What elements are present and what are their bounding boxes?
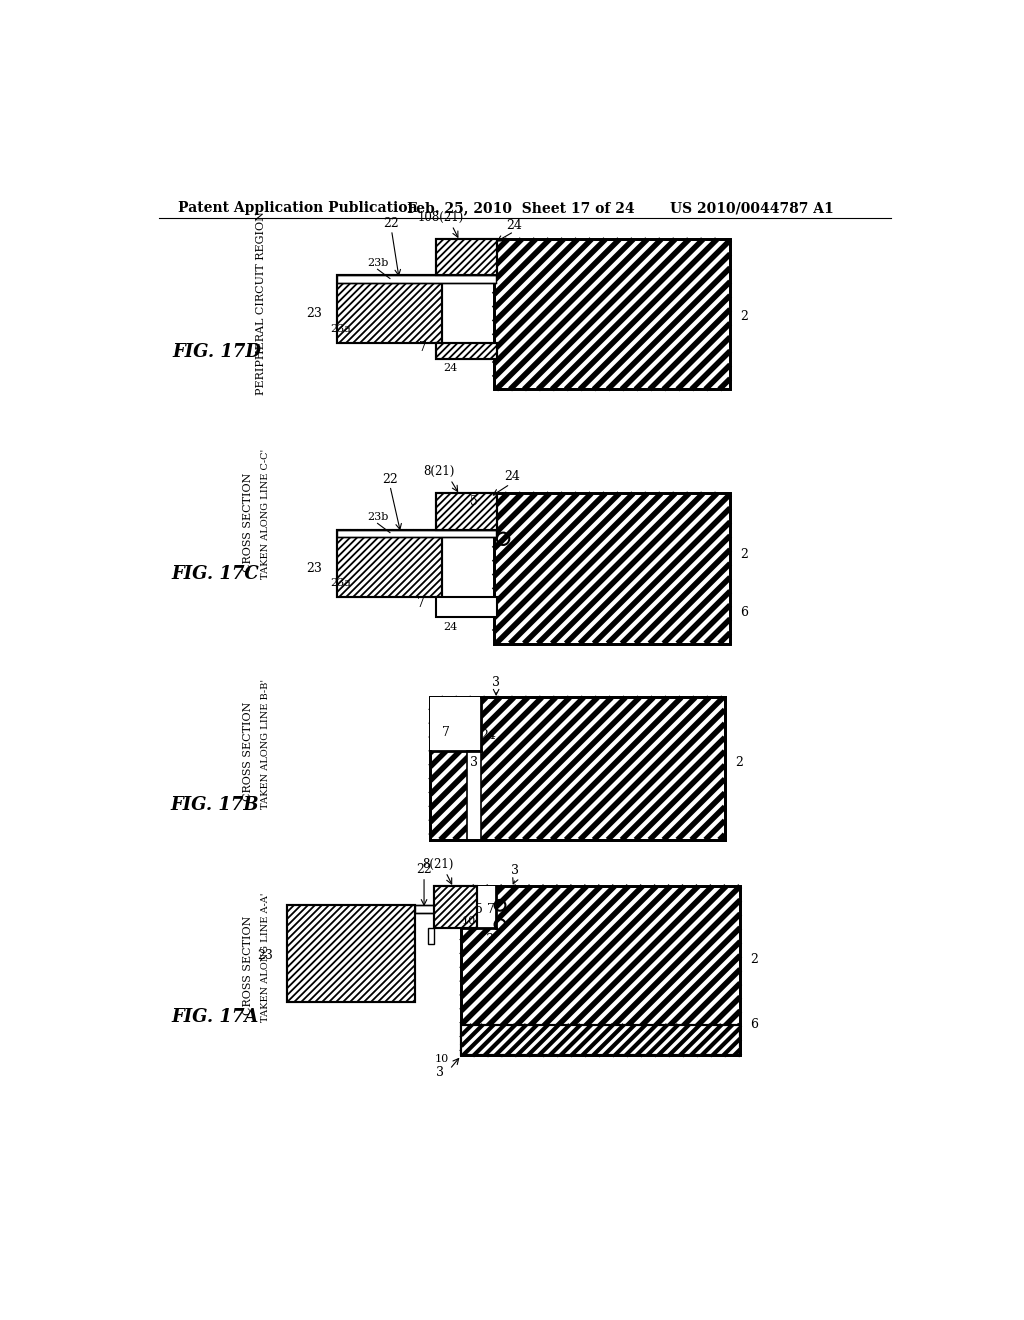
Text: PERIPHERAL CIRCUIT REGION: PERIPHERAL CIRCUIT REGION — [256, 211, 266, 395]
Text: 24: 24 — [480, 730, 497, 742]
Text: TAKEN ALONG LINE A-A': TAKEN ALONG LINE A-A' — [261, 892, 270, 1023]
Bar — [436, 239, 497, 276]
Bar — [436, 343, 497, 359]
Bar — [436, 598, 497, 616]
Bar — [494, 239, 730, 389]
Text: 23: 23 — [306, 561, 322, 574]
Bar — [461, 886, 740, 1056]
Text: 3: 3 — [486, 933, 494, 946]
Bar — [461, 1024, 740, 1056]
Text: 24: 24 — [443, 363, 458, 372]
Text: 2: 2 — [735, 756, 742, 770]
Bar — [428, 928, 434, 944]
Bar — [467, 751, 480, 840]
Text: 7: 7 — [486, 903, 495, 916]
Text: TAKEN ALONG LINE C-C': TAKEN ALONG LINE C-C' — [261, 449, 270, 579]
Text: 2: 2 — [751, 953, 758, 966]
Text: 22: 22 — [416, 862, 432, 875]
Bar — [337, 276, 442, 343]
Bar — [461, 886, 496, 928]
Text: US 2010/0044787 A1: US 2010/0044787 A1 — [671, 202, 835, 215]
Text: 24: 24 — [505, 470, 520, 483]
Bar — [494, 494, 730, 644]
Text: 24: 24 — [506, 219, 522, 232]
Text: Feb. 25, 2010  Sheet 17 of 24: Feb. 25, 2010 Sheet 17 of 24 — [407, 202, 635, 215]
Bar — [434, 886, 477, 928]
Bar — [436, 494, 497, 529]
Bar — [287, 906, 415, 1002]
Bar — [494, 494, 730, 644]
Text: 23b: 23b — [367, 512, 388, 523]
Text: 23a: 23a — [331, 578, 351, 589]
Text: 7: 7 — [419, 341, 426, 354]
Bar — [436, 239, 497, 276]
Bar — [430, 697, 725, 840]
Text: Patent Application Publication: Patent Application Publication — [178, 202, 418, 215]
Text: 5: 5 — [470, 495, 478, 508]
Text: 108(21): 108(21) — [417, 211, 464, 224]
Text: 2: 2 — [740, 310, 749, 323]
Bar — [434, 886, 477, 928]
Text: FIG. 17C: FIG. 17C — [171, 565, 259, 583]
Bar — [337, 276, 442, 343]
Bar — [287, 906, 415, 1002]
Text: TAKEN ALONG LINE B-B': TAKEN ALONG LINE B-B' — [261, 678, 270, 809]
Bar — [461, 886, 740, 1056]
Bar — [436, 343, 497, 359]
Text: CROSS SECTION: CROSS SECTION — [243, 916, 253, 1015]
Text: 3: 3 — [512, 865, 519, 878]
Text: 10: 10 — [435, 1055, 449, 1064]
Text: 24: 24 — [443, 622, 458, 631]
Bar — [415, 906, 434, 913]
Text: 6: 6 — [740, 606, 749, 619]
Text: 22: 22 — [384, 218, 399, 231]
Text: FIG. 17A: FIG. 17A — [171, 1008, 258, 1026]
Text: 8(21): 8(21) — [423, 465, 455, 478]
Text: 23: 23 — [306, 308, 322, 321]
Bar — [337, 529, 442, 598]
Text: 6: 6 — [751, 1018, 758, 1031]
Text: 7: 7 — [417, 597, 425, 610]
Text: FIG. 17B: FIG. 17B — [170, 796, 259, 814]
Text: 5: 5 — [475, 903, 483, 916]
Text: 7: 7 — [441, 726, 450, 739]
Bar — [494, 239, 730, 389]
Bar — [337, 529, 496, 537]
Text: CROSS SECTION: CROSS SECTION — [243, 473, 253, 573]
Text: 3: 3 — [493, 676, 500, 689]
Text: 2: 2 — [740, 548, 749, 561]
Text: 22: 22 — [382, 473, 398, 486]
Text: 3: 3 — [470, 756, 478, 770]
Text: 23: 23 — [257, 949, 273, 962]
Text: CROSS SECTION: CROSS SECTION — [243, 702, 253, 801]
Text: 8(21): 8(21) — [422, 858, 454, 871]
Bar — [430, 697, 725, 840]
Bar — [337, 529, 442, 598]
Bar — [461, 1024, 740, 1056]
Text: FIG. 17D: FIG. 17D — [173, 343, 261, 362]
Bar — [436, 494, 497, 529]
Text: 10: 10 — [462, 916, 476, 925]
Bar — [430, 697, 480, 751]
Text: 23a: 23a — [331, 325, 351, 334]
Text: 23b: 23b — [367, 259, 388, 268]
Text: 3: 3 — [435, 1065, 443, 1078]
Bar — [337, 276, 496, 284]
